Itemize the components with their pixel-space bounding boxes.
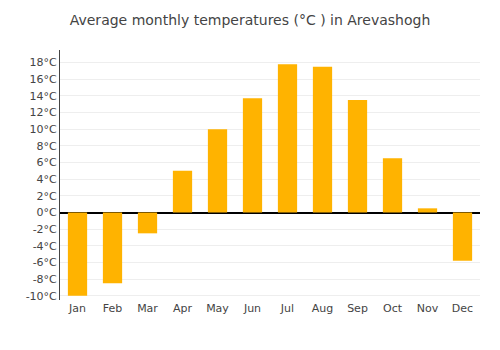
- svg-text:8°C: 8°C: [37, 140, 57, 153]
- svg-text:Aug: Aug: [312, 302, 333, 315]
- svg-text:Oct: Oct: [383, 302, 403, 315]
- svg-text:0°C: 0°C: [37, 206, 57, 219]
- svg-text:16°C: 16°C: [30, 73, 57, 86]
- svg-text:Jan: Jan: [68, 302, 86, 315]
- svg-text:10°C: 10°C: [30, 123, 57, 136]
- svg-text:-6°C: -6°C: [33, 256, 57, 269]
- svg-text:12°C: 12°C: [30, 106, 57, 119]
- svg-text:Dec: Dec: [452, 302, 473, 315]
- svg-text:2°C: 2°C: [37, 190, 57, 203]
- svg-text:Average monthly temperatures (: Average monthly temperatures (°C ) in Ar…: [70, 12, 431, 28]
- svg-text:14°C: 14°C: [30, 90, 57, 103]
- svg-text:4°C: 4°C: [37, 173, 57, 186]
- svg-text:Feb: Feb: [103, 302, 122, 315]
- svg-text:Jul: Jul: [280, 302, 294, 315]
- svg-text:Apr: Apr: [173, 302, 193, 315]
- svg-text:-2°C: -2°C: [33, 223, 57, 236]
- svg-text:-8°C: -8°C: [33, 273, 57, 286]
- svg-text:Nov: Nov: [417, 302, 439, 315]
- svg-text:6°C: 6°C: [37, 156, 57, 169]
- svg-text:-4°C: -4°C: [33, 240, 57, 253]
- svg-text:-10°C: -10°C: [26, 290, 57, 303]
- svg-text:Jun: Jun: [243, 302, 261, 315]
- svg-text:18°C: 18°C: [30, 56, 57, 69]
- svg-text:May: May: [206, 302, 229, 315]
- svg-text:Mar: Mar: [137, 302, 158, 315]
- svg-text:Sep: Sep: [347, 302, 368, 315]
